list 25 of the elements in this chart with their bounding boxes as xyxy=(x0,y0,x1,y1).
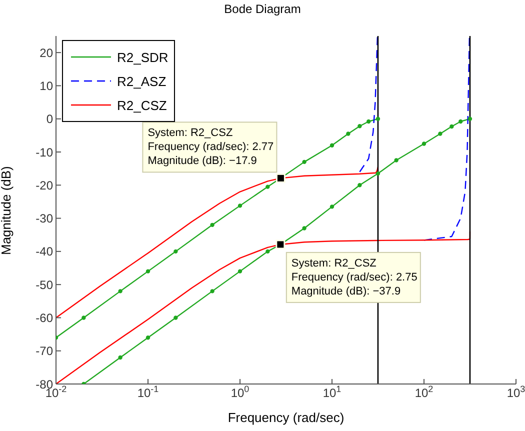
y-tick-label: -40 xyxy=(36,244,54,259)
x-tick-label: 10$^{0}$ xyxy=(230,384,250,400)
x-axis-title: Frequency (rad/sec) xyxy=(228,410,344,425)
data-tip: System: R2_CSZ Frequency (rad/sec): 2.75 Magnitude (dB): −37.9 xyxy=(276,240,421,303)
y-tick-label: -60 xyxy=(36,310,54,325)
y-tick-label: -30 xyxy=(36,212,54,226)
x-tick-label: 10$^{3}$ xyxy=(506,384,525,400)
y-tick-label: -50 xyxy=(36,278,54,292)
chart-title: Bode Diagram xyxy=(223,2,302,16)
y-tick-label: 0 xyxy=(46,112,54,126)
y-tick-label: -20 xyxy=(36,178,54,192)
x-tick-label: 10$^{2}$ xyxy=(414,384,434,400)
x-tick-label: 10$^{-1}$ xyxy=(137,384,159,400)
x-tick-label: 10$^{1}$ xyxy=(322,384,342,400)
y-tick-label: 10 xyxy=(40,78,54,93)
data-tip: System: R2_CSZ Frequency (rad/sec): 2.77 Magnitude (dB): −17.9 xyxy=(142,122,286,183)
y-axis-title: Magnitude (dB) xyxy=(0,166,14,255)
annotation: System: R2_CSZ Frequency (rad/sec): 2.75 Magnitude (dB): −37.9 xyxy=(291,257,418,298)
y-tick-label: 20 xyxy=(40,46,54,60)
y-tick-label: -70 xyxy=(36,344,54,358)
y-tick-label: -10 xyxy=(36,145,54,160)
legend-label: R2_ASZ xyxy=(117,74,166,88)
annotation: System: R2_CSZ Frequency (rad/sec): 2.77 Magnitude (dB): −17.9 xyxy=(148,127,274,168)
legend-label: R2_SDR xyxy=(117,50,168,64)
legend-label: R2_CSZ xyxy=(117,98,167,112)
